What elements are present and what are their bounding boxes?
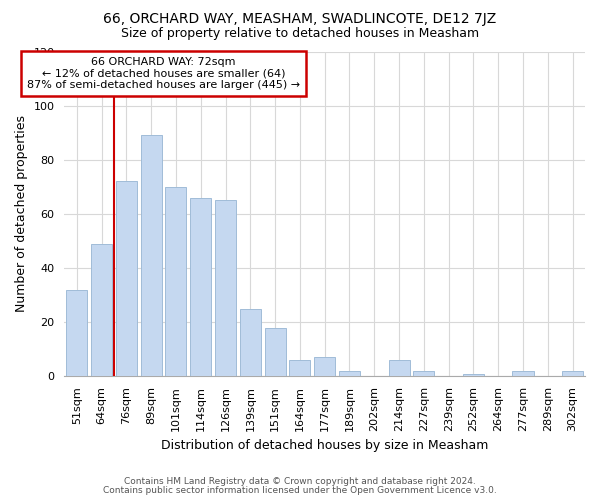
Bar (289, 360, 310, 376)
Bar (215, 200, 236, 376)
Bar (116, 182, 137, 376)
Bar (190, 198, 211, 376)
Bar (562, 371, 583, 376)
Text: 66 ORCHARD WAY: 72sqm
← 12% of detached houses are smaller (64)
87% of semi-deta: 66 ORCHARD WAY: 72sqm ← 12% of detached … (27, 57, 300, 90)
Bar (413, 371, 434, 376)
Y-axis label: Number of detached properties: Number of detached properties (15, 116, 28, 312)
Bar (512, 371, 533, 376)
Text: Size of property relative to detached houses in Measham: Size of property relative to detached ho… (121, 26, 479, 40)
Text: Contains HM Land Registry data © Crown copyright and database right 2024.: Contains HM Land Registry data © Crown c… (124, 477, 476, 486)
Bar (389, 360, 410, 376)
X-axis label: Distribution of detached houses by size in Measham: Distribution of detached houses by size … (161, 440, 488, 452)
Bar (463, 374, 484, 376)
Bar (240, 308, 261, 376)
Bar (140, 136, 162, 376)
Bar (339, 371, 360, 376)
Bar (91, 244, 112, 376)
Bar (265, 328, 286, 376)
Text: 66, ORCHARD WAY, MEASHAM, SWADLINCOTE, DE12 7JZ: 66, ORCHARD WAY, MEASHAM, SWADLINCOTE, D… (103, 12, 497, 26)
Bar (314, 358, 335, 376)
Bar (166, 187, 187, 376)
Bar (66, 290, 88, 376)
Text: Contains public sector information licensed under the Open Government Licence v3: Contains public sector information licen… (103, 486, 497, 495)
